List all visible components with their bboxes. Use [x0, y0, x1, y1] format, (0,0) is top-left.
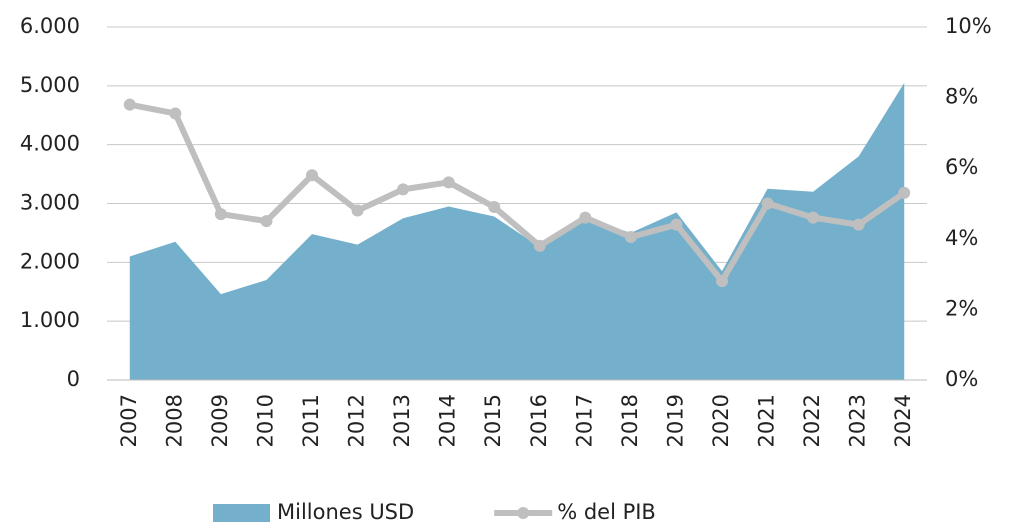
y-tick-label: 4.000: [20, 132, 80, 156]
x-tick-label: 2015: [481, 394, 505, 447]
legend-marker: [517, 507, 530, 519]
x-tick-label: 2023: [846, 394, 870, 447]
y2-tick-label: 10%: [945, 14, 992, 38]
point: [852, 218, 865, 231]
x-tick-label: 2007: [117, 394, 141, 447]
x-tick-label: 2011: [299, 394, 323, 447]
legend-label: % del PIB: [557, 500, 656, 523]
point: [898, 186, 911, 199]
point: [123, 98, 136, 111]
x-tick-label: 2019: [663, 394, 687, 447]
x-tick-label: 2018: [618, 394, 642, 447]
point: [442, 176, 455, 189]
y2-tick-label: 2%: [945, 296, 978, 320]
x-tick-label: 2017: [572, 394, 596, 447]
x-tick-label: 2016: [527, 394, 551, 447]
y-tick-label: 5.000: [20, 73, 80, 97]
legend-label: Millones USD: [277, 500, 414, 523]
point: [807, 211, 820, 224]
area: [129, 82, 905, 381]
point: [761, 197, 774, 210]
legend-swatch: [213, 504, 270, 522]
x-tick-label: 2008: [162, 394, 186, 447]
point: [579, 211, 592, 224]
point: [214, 208, 227, 221]
x-tick-label: 2013: [390, 394, 414, 447]
x-tick-label: 2010: [253, 394, 277, 447]
point: [533, 239, 546, 252]
y2-tick-label: 8%: [945, 85, 978, 109]
y-tick-label: 2.000: [20, 249, 80, 273]
y2-tick-label: 6%: [945, 155, 978, 179]
point: [624, 231, 637, 244]
point: [488, 201, 501, 214]
y-tick-label: 6.000: [20, 14, 80, 38]
x-tick-label: 2024: [891, 394, 915, 447]
y2-tick-label: 0%: [945, 367, 978, 391]
point: [670, 218, 683, 231]
x-tick-label: 2009: [208, 394, 232, 447]
point: [306, 169, 318, 182]
point: [351, 204, 364, 217]
x-tick-label: 2022: [800, 394, 824, 447]
point: [169, 107, 182, 120]
x-tick-label: 2020: [709, 394, 733, 447]
y-tick-label: 0: [67, 367, 80, 391]
point: [716, 275, 728, 288]
point: [260, 215, 273, 228]
y-tick-label: 3.000: [20, 191, 80, 215]
x-tick-label: 2021: [755, 394, 779, 447]
point: [397, 183, 410, 196]
x-tick-label: 2012: [345, 394, 369, 447]
y2-tick-label: 4%: [945, 226, 978, 250]
line: [129, 101, 906, 285]
y-tick-label: 1.000: [20, 308, 80, 332]
x-tick-label: 2014: [436, 394, 460, 447]
